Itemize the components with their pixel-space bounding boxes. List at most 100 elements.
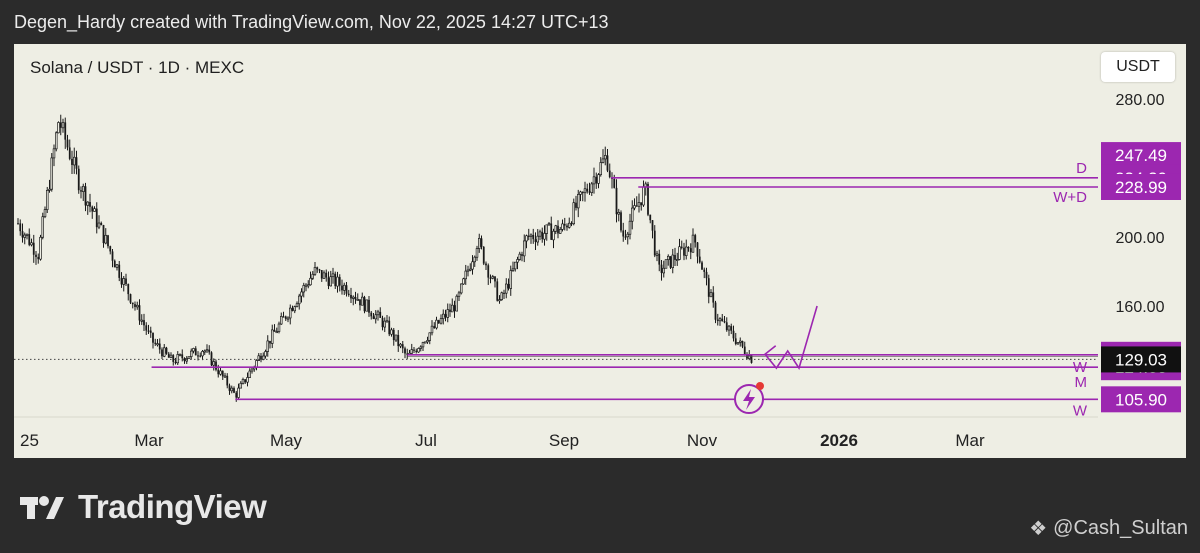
- candle-down: [651, 220, 654, 231]
- candle-down: [669, 256, 672, 268]
- candle-up: [421, 342, 425, 348]
- candle-down: [743, 346, 746, 355]
- candle-down: [129, 294, 132, 303]
- candle-up: [192, 348, 195, 352]
- candle-down: [449, 309, 451, 312]
- candle-up: [455, 295, 459, 312]
- candle-down: [723, 321, 726, 323]
- candle-down: [95, 208, 98, 228]
- candle-down: [503, 292, 505, 294]
- chart-panel[interactable]: DW+DWMW280.00200.00160.00247.49234.30228…: [14, 44, 1186, 458]
- candle-down: [71, 158, 73, 165]
- candle-up: [554, 225, 557, 232]
- candle-down: [134, 304, 136, 307]
- candle-down: [705, 271, 708, 279]
- candle-down: [91, 206, 94, 212]
- candle-down: [125, 278, 127, 285]
- candle-down: [210, 352, 213, 366]
- candle-up: [518, 253, 522, 260]
- candle-up: [466, 269, 470, 272]
- candle-up: [736, 342, 740, 345]
- candle-up: [471, 261, 474, 270]
- candle-up: [671, 254, 674, 269]
- candle-up: [57, 122, 60, 134]
- candle-up: [738, 340, 742, 343]
- candle-down: [217, 369, 220, 375]
- candle-up: [718, 318, 722, 322]
- candle-down: [433, 326, 436, 328]
- currency-unit-button[interactable]: USDT: [1101, 52, 1175, 82]
- candle-down: [566, 225, 568, 228]
- candle-up: [399, 343, 402, 347]
- candle-down: [19, 223, 22, 232]
- candle-up: [511, 268, 515, 271]
- candle-down: [701, 262, 703, 270]
- price-tag-label: 129.03: [1115, 350, 1167, 369]
- candle-down: [413, 349, 415, 351]
- candle-down: [260, 355, 262, 360]
- candle-up: [25, 233, 29, 236]
- candle-down: [75, 157, 78, 169]
- candle-down: [696, 242, 699, 257]
- candle-down: [165, 347, 168, 354]
- candle-up: [331, 273, 335, 278]
- candle-up: [246, 377, 249, 383]
- candle-up: [295, 303, 299, 308]
- candle-up: [590, 183, 593, 193]
- candle-down: [622, 230, 625, 237]
- price-chart[interactable]: DW+DWMW280.00200.00160.00247.49234.30228…: [14, 44, 1186, 458]
- candle-down: [485, 263, 487, 266]
- candle-down: [350, 294, 352, 299]
- candle-down: [534, 239, 537, 243]
- candle-up: [48, 188, 51, 191]
- candle-down: [437, 320, 440, 324]
- candle-up: [239, 382, 243, 389]
- candle-down: [613, 178, 616, 188]
- price-tag-label: 105.90: [1115, 390, 1167, 409]
- candle-up: [178, 354, 182, 356]
- candle-down: [370, 312, 373, 317]
- candle-down: [109, 246, 112, 252]
- candle-down: [84, 186, 87, 206]
- candle-down: [730, 326, 733, 331]
- candle-up: [307, 284, 310, 287]
- candle-down: [372, 316, 375, 319]
- candle-up: [439, 318, 443, 324]
- price-tag-label: 247.49: [1115, 146, 1167, 165]
- candle-down: [703, 269, 706, 272]
- candle-down: [527, 235, 530, 237]
- candle-down: [615, 187, 618, 215]
- candle-up: [266, 340, 270, 352]
- candle-up: [592, 176, 596, 185]
- candle-down: [89, 202, 91, 207]
- candle-up: [576, 194, 580, 209]
- candle-down: [381, 317, 384, 328]
- candle-up: [491, 276, 495, 279]
- candle-down: [734, 338, 737, 344]
- candle-up: [601, 158, 605, 163]
- candle-down: [316, 267, 319, 270]
- candle-down: [282, 316, 285, 318]
- candle-up: [304, 284, 308, 287]
- candle-down: [392, 329, 395, 341]
- candle-up: [248, 370, 252, 378]
- candle-up: [41, 216, 45, 238]
- candle-down: [154, 342, 157, 344]
- candle-up: [727, 325, 731, 331]
- candle-up: [156, 343, 159, 346]
- candle-down: [21, 231, 24, 238]
- candle-up: [529, 234, 533, 237]
- candle-up: [203, 350, 207, 353]
- candle-down: [586, 188, 589, 192]
- candle-down: [532, 234, 535, 240]
- candle-down: [269, 340, 271, 344]
- y-tick-label: 160.00: [1116, 299, 1165, 316]
- candle-up: [666, 255, 670, 260]
- candle-up: [365, 299, 369, 312]
- candle-up: [190, 350, 193, 357]
- candle-up: [374, 314, 378, 320]
- candle-down: [147, 330, 150, 332]
- candle-down: [635, 205, 638, 207]
- candle-down: [138, 305, 141, 321]
- candle-down: [660, 264, 663, 273]
